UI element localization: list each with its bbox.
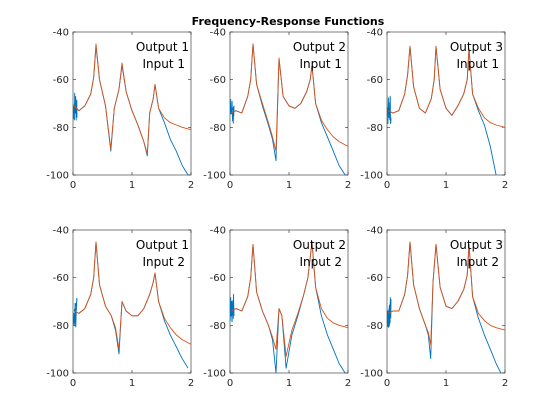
y-tick-label: -40: [210, 28, 226, 39]
x-tick-label: 0: [227, 378, 233, 389]
annotation-line: Output 2: [293, 238, 346, 252]
x-tick-label: 1: [443, 378, 449, 389]
axes-box: [386, 229, 506, 374]
x-tick-label: 0: [227, 180, 233, 191]
annotation-line: Output 3: [450, 238, 503, 252]
y-tick-label: -80: [53, 321, 69, 332]
x-tick-label: 2: [345, 378, 351, 389]
y-tick-label: -60: [367, 75, 383, 86]
y-tick-label: -40: [53, 28, 69, 39]
annotation-line: Input 2: [299, 255, 342, 269]
annotation-line: Input 1: [299, 57, 342, 71]
x-tick-label: 1: [286, 180, 292, 191]
annotation-line: Output 3: [450, 40, 503, 54]
x-tick-label: 2: [188, 378, 194, 389]
subplot-r2-c3: -100 -80 -60 -40 0 1 2 Output 3 Input 2: [360, 226, 508, 390]
subplot-r1-c2: -100 -80 -60 -40 0 1 2 Output 2 Input 1: [203, 28, 351, 192]
subplot-r1-c1: -100 -80 -60 -40 0 1 2 Output 1 Input 1: [46, 28, 194, 192]
x-tick-label: 2: [188, 180, 194, 191]
annotation-line: Input 1: [142, 57, 185, 71]
y-tick-label: -60: [210, 273, 226, 284]
series-line-model: [73, 43, 191, 155]
x-tick-label: 0: [70, 378, 76, 389]
x-tick-label: 0: [70, 180, 76, 191]
y-tick-label: -40: [53, 226, 69, 237]
x-tick-label: 1: [443, 180, 449, 191]
subplot-r1-c3: -100 -80 -60 -40 0 1 2 Output 3 Input 1: [360, 28, 508, 192]
x-tick-label: 2: [345, 180, 351, 191]
figure-title: Frequency-Response Functions: [192, 15, 385, 28]
series-line-model: [388, 45, 505, 128]
y-tick-label: -100: [203, 171, 226, 182]
x-tick-label: 1: [129, 378, 135, 389]
subplot-r2-c2: -100 -80 -60 -40 0 1 2 Output 2 Input 2: [203, 226, 351, 390]
x-tick-label: 2: [502, 180, 508, 191]
annotation-line: Input 2: [456, 255, 499, 269]
y-tick-label: -60: [210, 75, 226, 86]
x-tick-label: 2: [502, 378, 508, 389]
y-tick-label: -40: [367, 28, 383, 39]
series-line-model: [231, 43, 348, 152]
x-tick-label: 1: [129, 180, 135, 191]
subplot-r2-c1: -100 -80 -60 -40 0 1 2 Output 1 Input 2: [46, 226, 194, 390]
series-line-model: [387, 241, 505, 345]
series-line-model: [73, 241, 191, 350]
annotation-line: Output 2: [293, 40, 346, 54]
annotation-line: Input 2: [142, 255, 185, 269]
y-tick-label: -100: [46, 171, 69, 182]
annotation-line: Output 1: [136, 40, 189, 54]
y-tick-label: -100: [360, 171, 383, 182]
y-tick-label: -80: [367, 321, 383, 332]
y-tick-label: -100: [203, 369, 226, 380]
annotation-line: Input 1: [456, 57, 499, 71]
y-tick-label: -40: [367, 226, 383, 237]
y-tick-label: -80: [210, 321, 226, 332]
y-tick-label: -80: [367, 123, 383, 134]
y-tick-label: -60: [53, 75, 69, 86]
x-tick-label: 0: [384, 378, 390, 389]
x-tick-label: 0: [384, 180, 390, 191]
y-tick-label: -100: [46, 369, 69, 380]
y-tick-label: -60: [53, 273, 69, 284]
axes-box: [72, 31, 192, 176]
y-tick-label: -40: [210, 226, 226, 237]
y-tick-label: -100: [360, 369, 383, 380]
annotation-line: Output 1: [136, 238, 189, 252]
y-tick-label: -80: [53, 123, 69, 134]
series-line-model: [230, 241, 348, 357]
y-tick-label: -80: [210, 123, 226, 134]
y-tick-label: -60: [367, 273, 383, 284]
x-tick-label: 1: [286, 378, 292, 389]
axes-box: [72, 229, 192, 374]
